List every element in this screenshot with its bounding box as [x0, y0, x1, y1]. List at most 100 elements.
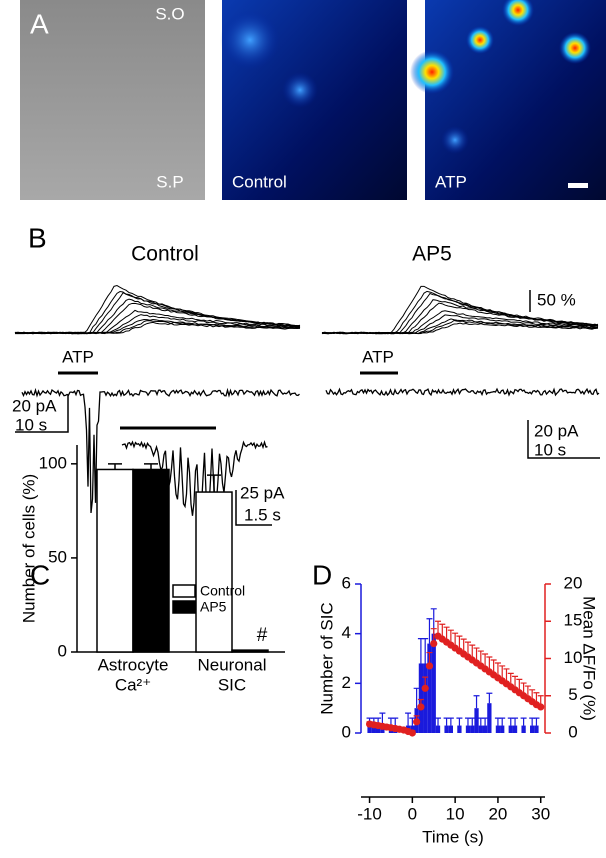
- y-tick-label: 2: [342, 673, 351, 692]
- error-bar: [405, 712, 412, 726]
- x-tick-label: Astrocyte: [98, 655, 169, 674]
- error-bar: [207, 474, 221, 493]
- calcium-trace: [14, 320, 301, 335]
- y2-tick-label: 5: [568, 685, 577, 704]
- atp-image: [425, 0, 606, 200]
- bar: [500, 725, 505, 733]
- panel-label: B: [28, 222, 47, 253]
- error-bar: [422, 638, 429, 664]
- error-bar: [409, 717, 416, 726]
- x-tick-label: SIC: [218, 675, 246, 694]
- stimulus-label: ATP: [62, 347, 94, 366]
- x-tick-label: 20: [488, 804, 507, 823]
- point: [417, 703, 425, 711]
- bar: [521, 725, 526, 733]
- bar: [508, 725, 513, 733]
- bar: [482, 725, 488, 733]
- scale-bar: [235, 490, 272, 526]
- layer-label: S.P: [156, 172, 183, 191]
- error-bar: [486, 692, 493, 704]
- cell-glow: [410, 50, 454, 94]
- bar: [478, 725, 483, 733]
- error-bar: [512, 717, 519, 726]
- legend-swatch: [172, 600, 196, 614]
- y2-tick-label: 0: [568, 722, 577, 741]
- point: [413, 718, 421, 726]
- cell-glow: [220, 10, 280, 70]
- panel-label: C: [30, 559, 50, 590]
- y2-tick-label: 10: [564, 648, 583, 667]
- bar: [530, 725, 535, 733]
- bar: [474, 708, 479, 733]
- bar: [195, 491, 233, 653]
- scale-bar: [568, 183, 588, 188]
- y-tick-label: 6: [342, 573, 351, 592]
- error-bar: [426, 618, 433, 644]
- current-trace: [325, 387, 600, 397]
- dic-image: [20, 0, 205, 200]
- image-label: ATP: [435, 172, 467, 191]
- bar: [410, 725, 415, 733]
- calcium-trace: [321, 322, 599, 335]
- error-bar: [144, 463, 158, 470]
- trace-title: Control: [131, 243, 199, 266]
- layer-label: S.O: [155, 4, 184, 23]
- stimulus-label: ATP: [362, 347, 394, 366]
- error-bar: [464, 717, 471, 726]
- trace-title: AP5: [412, 243, 452, 266]
- error-bar: [469, 717, 476, 726]
- bar: [470, 725, 475, 733]
- bar: [444, 725, 449, 733]
- cell-glow: [466, 26, 494, 54]
- bar: [423, 663, 428, 733]
- error-bar: [443, 717, 450, 726]
- bar: [487, 703, 492, 733]
- current-trace: [21, 387, 300, 514]
- point: [537, 703, 545, 711]
- bar: [375, 725, 381, 733]
- error-bar: [520, 717, 527, 726]
- x-tick-label: 30: [531, 804, 550, 823]
- error-bar: [447, 717, 454, 726]
- point: [408, 729, 416, 737]
- scale-label: 25 pA: [240, 483, 285, 502]
- calcium-trace: [321, 314, 599, 335]
- bar: [495, 725, 501, 733]
- panel-label: D: [312, 559, 332, 590]
- bar: [231, 649, 269, 653]
- legend-label: Control: [200, 583, 245, 599]
- error-bar: [499, 717, 506, 726]
- error-bar: [529, 717, 536, 726]
- y-label: Number of cells (%): [19, 474, 38, 623]
- y-tick-label: 0: [58, 641, 67, 660]
- point: [430, 640, 438, 648]
- x-tick-label: 10: [446, 804, 465, 823]
- legend-label: AP5: [200, 599, 227, 615]
- x-tick-label: -10: [357, 804, 382, 823]
- bar: [534, 725, 539, 733]
- error-bar: [456, 717, 463, 726]
- cell-glow: [441, 126, 469, 154]
- error-bar: [417, 638, 424, 664]
- bar: [371, 725, 376, 733]
- error-bar: [108, 463, 122, 470]
- y-tick-label: 100: [39, 453, 67, 472]
- legend-swatch: [172, 584, 196, 598]
- scale-label: 50 %: [537, 290, 576, 309]
- bar: [431, 633, 436, 733]
- bar: [427, 643, 432, 733]
- y-tick-label: 4: [342, 623, 351, 642]
- error-bar: [413, 687, 420, 709]
- cell-glow: [282, 72, 318, 108]
- error-bar: [494, 717, 501, 726]
- y-label: Number of SIC: [317, 602, 336, 714]
- scale-label: 1.5 s: [244, 505, 281, 524]
- error-bar: [507, 717, 514, 726]
- x-tick-label: 0: [408, 804, 417, 823]
- bar: [367, 725, 372, 733]
- y2-tick-label: 20: [564, 573, 583, 592]
- x-tick-label: Ca²⁺: [115, 675, 151, 694]
